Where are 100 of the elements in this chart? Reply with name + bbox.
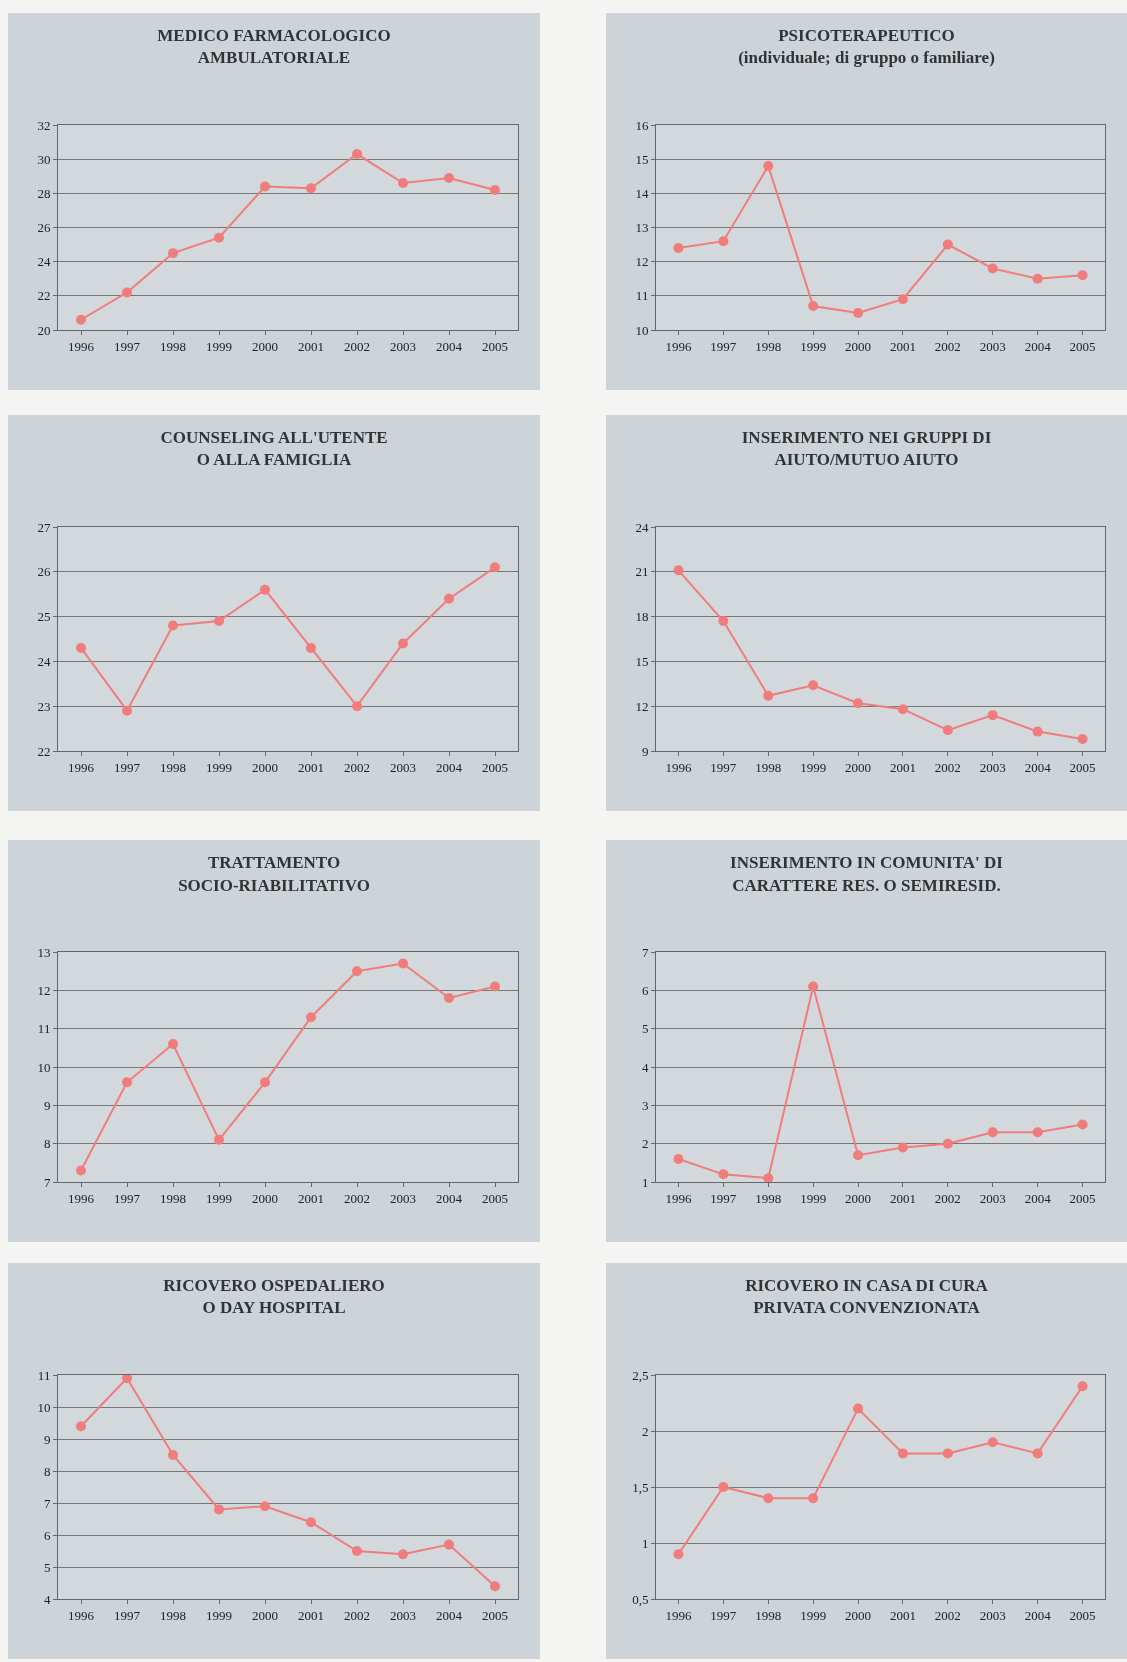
y-tick-label: 7 bbox=[43, 1495, 51, 1511]
x-tick-label: 2000 bbox=[845, 1607, 872, 1623]
point bbox=[673, 1154, 684, 1164]
x-tick-label: 2005 bbox=[482, 759, 508, 775]
point bbox=[76, 1421, 86, 1432]
x-tick-label: 1996 bbox=[665, 1607, 692, 1623]
point bbox=[306, 1517, 316, 1528]
point bbox=[1077, 734, 1088, 745]
point bbox=[942, 1138, 953, 1149]
x-tick-label: 2004 bbox=[436, 338, 463, 354]
x-tick-label: 2001 bbox=[298, 338, 324, 354]
point bbox=[1032, 273, 1043, 284]
x-tick-label: 2000 bbox=[845, 1190, 872, 1206]
point bbox=[260, 584, 270, 595]
y-tick-label: 28 bbox=[37, 185, 51, 201]
x-tick-label: 1996 bbox=[68, 759, 95, 775]
x-tick-label: 1998 bbox=[160, 759, 186, 775]
chart-title: MEDICO FARMACOLOGICO AMBULATORIALE bbox=[157, 25, 391, 68]
y-tick-label: 0,5 bbox=[632, 1591, 649, 1607]
point bbox=[763, 690, 774, 701]
y-tick-label: 12 bbox=[37, 982, 51, 998]
x-tick-label: 2001 bbox=[889, 338, 916, 354]
y-tick-label: 1 bbox=[641, 1535, 649, 1551]
y-tick-label: 11 bbox=[635, 288, 649, 304]
y-tick-label: 15 bbox=[635, 151, 649, 167]
x-tick-label: 2004 bbox=[1024, 338, 1052, 354]
y-tick-label: 13 bbox=[635, 220, 649, 236]
y-tick-label: 12 bbox=[635, 698, 649, 714]
point bbox=[168, 620, 178, 631]
y-tick-label: 16 bbox=[635, 117, 649, 133]
point bbox=[1077, 270, 1088, 281]
point bbox=[987, 1127, 998, 1138]
x-tick-label: 2005 bbox=[1069, 1190, 1096, 1206]
point bbox=[168, 248, 178, 259]
point bbox=[76, 642, 86, 653]
y-tick-label: 11 bbox=[37, 1367, 51, 1383]
y-tick-label: 2 bbox=[641, 1423, 649, 1439]
point bbox=[763, 1173, 774, 1182]
point bbox=[808, 301, 819, 312]
point bbox=[763, 1493, 774, 1504]
x-tick-label: 2005 bbox=[1069, 1607, 1096, 1623]
point bbox=[214, 616, 224, 627]
point bbox=[260, 1077, 270, 1088]
x-tick-label: 2003 bbox=[390, 759, 416, 775]
point bbox=[214, 232, 224, 243]
y-tick-label: 9 bbox=[43, 1431, 51, 1447]
x-tick-label: 2000 bbox=[252, 1607, 278, 1623]
point bbox=[306, 642, 316, 653]
y-tick-label: 6 bbox=[641, 982, 649, 998]
x-tick-label: 2003 bbox=[979, 338, 1006, 354]
y-tick-label: 9 bbox=[43, 1097, 51, 1113]
x-tick-label: 2003 bbox=[979, 1607, 1006, 1623]
point bbox=[987, 1437, 998, 1448]
point bbox=[306, 183, 316, 194]
point bbox=[1032, 726, 1043, 737]
point bbox=[444, 172, 454, 183]
point bbox=[897, 294, 908, 305]
point bbox=[808, 1493, 819, 1504]
x-tick-label: 1998 bbox=[755, 1190, 782, 1206]
point bbox=[1032, 1448, 1043, 1459]
x-tick-label: 2002 bbox=[934, 759, 961, 775]
y-tick-label: 9 bbox=[641, 743, 649, 759]
x-tick-label: 2003 bbox=[979, 1190, 1006, 1206]
x-tick-label: 1997 bbox=[710, 1607, 737, 1623]
point bbox=[122, 287, 132, 298]
point bbox=[942, 1448, 953, 1459]
point bbox=[352, 966, 362, 977]
x-tick-label: 2001 bbox=[298, 1607, 324, 1623]
x-tick-label: 1999 bbox=[206, 1607, 232, 1623]
point bbox=[1077, 1119, 1088, 1130]
y-tick-label: 26 bbox=[37, 220, 51, 236]
point bbox=[76, 1165, 86, 1176]
x-tick-label: 1997 bbox=[710, 759, 737, 775]
x-tick-label: 2001 bbox=[298, 1190, 324, 1206]
x-tick-label: 1996 bbox=[665, 338, 692, 354]
y-tick-label: 5 bbox=[641, 1021, 649, 1037]
x-tick-label: 2005 bbox=[1069, 759, 1096, 775]
point bbox=[352, 1546, 362, 1556]
point bbox=[718, 616, 729, 627]
x-tick-label: 2000 bbox=[845, 759, 872, 775]
x-tick-label: 2002 bbox=[934, 1607, 961, 1623]
y-tick-label: 23 bbox=[37, 698, 51, 714]
y-tick-label: 4 bbox=[43, 1591, 51, 1607]
x-tick-label: 2004 bbox=[436, 1607, 463, 1623]
x-tick-label: 1998 bbox=[160, 1190, 186, 1206]
point bbox=[853, 1150, 864, 1161]
x-tick-label: 1996 bbox=[68, 1607, 95, 1623]
point bbox=[1032, 1127, 1043, 1138]
x-tick-label: 2002 bbox=[934, 1190, 961, 1206]
point bbox=[214, 1134, 224, 1145]
point bbox=[718, 1169, 729, 1180]
y-tick-label: 24 bbox=[37, 254, 51, 270]
x-tick-label: 1997 bbox=[710, 1190, 737, 1206]
point bbox=[214, 1504, 224, 1515]
chart-title: TRATTAMENTO SOCIO-RIABILITATIVO bbox=[178, 853, 370, 895]
point bbox=[718, 236, 729, 247]
x-tick-label: 1998 bbox=[160, 338, 186, 354]
x-tick-label: 1998 bbox=[160, 1607, 186, 1623]
y-tick-label: 2,5 bbox=[632, 1367, 649, 1383]
point bbox=[942, 239, 953, 250]
